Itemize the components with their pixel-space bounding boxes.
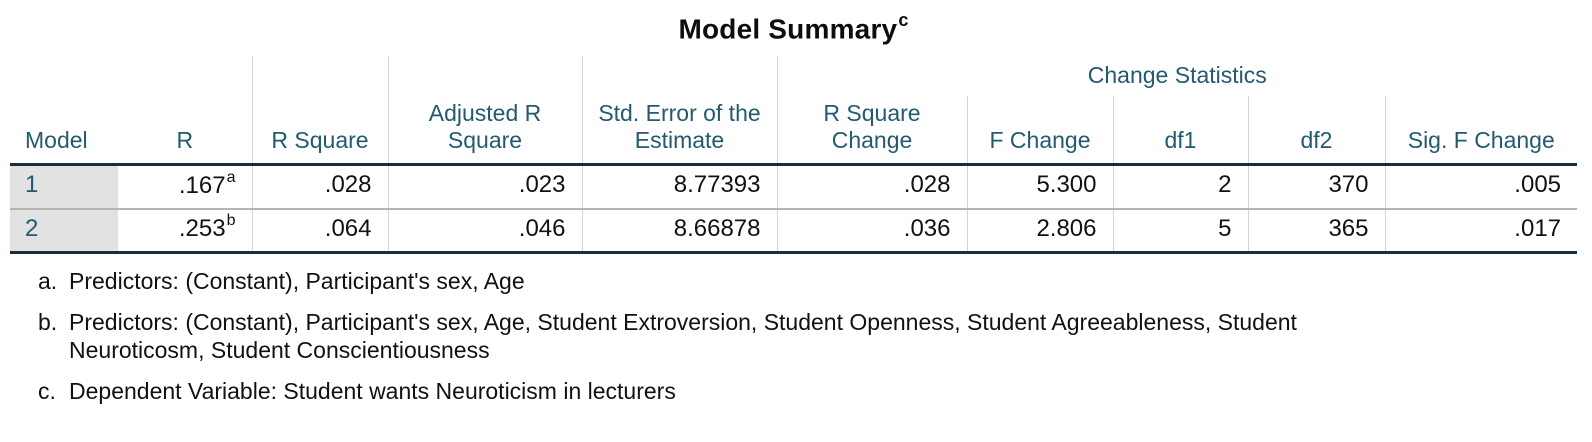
table-row-model-1: 1 .167a .028 .023 8.77393 .028 5.300 2 3… [10, 164, 1578, 210]
column-header-r-square-change: R Square Change [776, 96, 967, 167]
footnote-b-text: Predictors: (Constant), Participant's se… [69, 308, 1297, 364]
table-row-model-2: 2 .253b .064 .046 8.66878 .036 2.806 5 3… [10, 208, 1578, 255]
cell-sig-f-change: .017 [1384, 208, 1578, 255]
title-superscript: c [898, 10, 909, 30]
column-header-f-change: F Change [966, 96, 1113, 167]
column-header-sig-f-change: Sig. F Change [1384, 96, 1578, 167]
cell-std-error: 8.77393 [581, 164, 777, 210]
column-header-r: R [118, 56, 252, 167]
cell-f-change: 2.806 [966, 208, 1113, 255]
footnote-a: a. Predictors: (Constant), Participant's… [38, 267, 1592, 295]
cell-df1: 5 [1112, 208, 1248, 255]
column-header-std-error: Std. Error of the Estimate [581, 56, 777, 167]
spss-output-page: Model Summaryc Model R R Square Adjusted… [0, 10, 1592, 405]
cell-r-square-change: .036 [776, 208, 967, 255]
footnote-a-text: Predictors: (Constant), Participant's se… [69, 268, 525, 295]
cell-r-square-change: .028 [776, 164, 967, 210]
footnote-b-line-1: Predictors: (Constant), Participant's se… [69, 309, 1297, 336]
footnote-b: b. Predictors: (Constant), Participant's… [38, 308, 1592, 364]
footnote-a-marker: a. [38, 268, 58, 295]
footnote-c: c. Dependent Variable: Student wants Neu… [38, 377, 1592, 405]
cell-df1: 2 [1112, 164, 1248, 210]
table-footnotes: a. Predictors: (Constant), Participant's… [38, 267, 1592, 405]
cell-r-square: .064 [251, 208, 388, 255]
cell-r-square: .028 [251, 164, 388, 210]
column-header-df2: df2 [1247, 96, 1385, 167]
cell-std-error: 8.66878 [581, 208, 777, 255]
page-title: Model Summaryc [10, 10, 1577, 45]
cell-r: .253b [118, 208, 252, 255]
cell-adjusted-r-square: .046 [387, 208, 582, 255]
cell-df2: 365 [1247, 208, 1385, 255]
column-header-adjusted-r-square: Adjusted R Square [387, 56, 582, 167]
footnote-c-text: Dependent Variable: Student wants Neurot… [69, 378, 676, 405]
cell-r: .167a [118, 164, 252, 210]
footnote-c-marker: c. [38, 378, 56, 405]
column-header-r-square: R Square [251, 56, 388, 167]
cell-adjusted-r-square: .023 [387, 164, 582, 210]
cell-r-value: .167 [178, 171, 226, 199]
footnote-superscript-a: a [226, 168, 236, 186]
column-header-model: Model [10, 56, 118, 167]
cell-r-value: .253 [178, 215, 226, 243]
cell-model-number: 2 [10, 208, 118, 255]
cell-f-change: 5.300 [966, 164, 1113, 210]
group-header-row: Model R R Square Adjusted R Square Std. … [10, 56, 1578, 167]
cell-model-number: 1 [10, 164, 118, 210]
footnote-b-line-2: Neuroticosm, Student Conscientiousness [69, 337, 490, 364]
column-header-df1: df1 [1112, 96, 1248, 167]
footnote-b-marker: b. [38, 309, 58, 336]
group-header-change-statistics: Change Statistics [776, 56, 1578, 97]
footnote-superscript-b: b [226, 212, 236, 230]
title-text: Model Summary [678, 13, 898, 45]
model-summary-table: Model R R Square Adjusted R Square Std. … [10, 56, 1578, 255]
column-header-row: R Square Change F Change df1 df2 Sig. F … [10, 96, 1578, 167]
cell-df2: 370 [1247, 164, 1385, 210]
cell-sig-f-change: .005 [1384, 164, 1578, 210]
